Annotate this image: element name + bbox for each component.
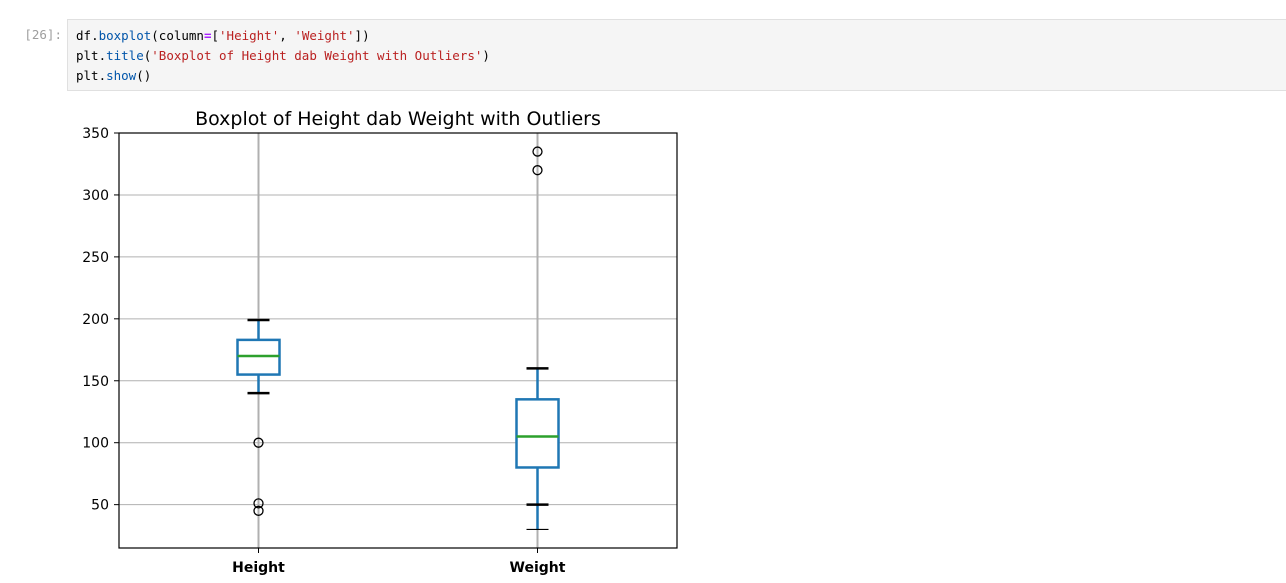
code-text[interactable]: df.boxplot(column=['Height', 'Weight']) … — [76, 28, 490, 83]
box-group-height — [236, 318, 281, 516]
chart-title: Boxplot of Height dab Weight with Outlie… — [195, 108, 601, 130]
y-tick-label: 150 — [82, 374, 109, 390]
y-tick-label: 100 — [82, 436, 109, 452]
outlier-point — [253, 505, 264, 516]
boxplot-chart: Boxplot of Height dab Weight with Outlie… — [82, 108, 678, 576]
box-group-weight — [515, 146, 560, 531]
outlier-point — [253, 498, 264, 509]
y-tick-label: 300 — [82, 188, 109, 204]
y-tick-label: 250 — [82, 250, 109, 266]
cell-prompt: [26]: — [24, 27, 62, 42]
y-tick-label: 50 — [91, 498, 109, 514]
plot-frame — [118, 132, 678, 549]
x-tick-label: Height — [232, 560, 285, 576]
iqr-box — [515, 398, 560, 469]
cell-output: Boxplot of Height dab Weight with Outlie… — [62, 95, 762, 579]
y-tick-label: 200 — [82, 312, 109, 328]
y-tick-label: 350 — [82, 126, 109, 142]
outlier-point — [253, 437, 264, 448]
outlier-point — [532, 146, 543, 157]
outlier-point — [532, 165, 543, 176]
x-tick-label: Weight — [510, 560, 566, 576]
code-cell-editor[interactable]: df.boxplot(column=['Height', 'Weight']) … — [67, 19, 1286, 91]
